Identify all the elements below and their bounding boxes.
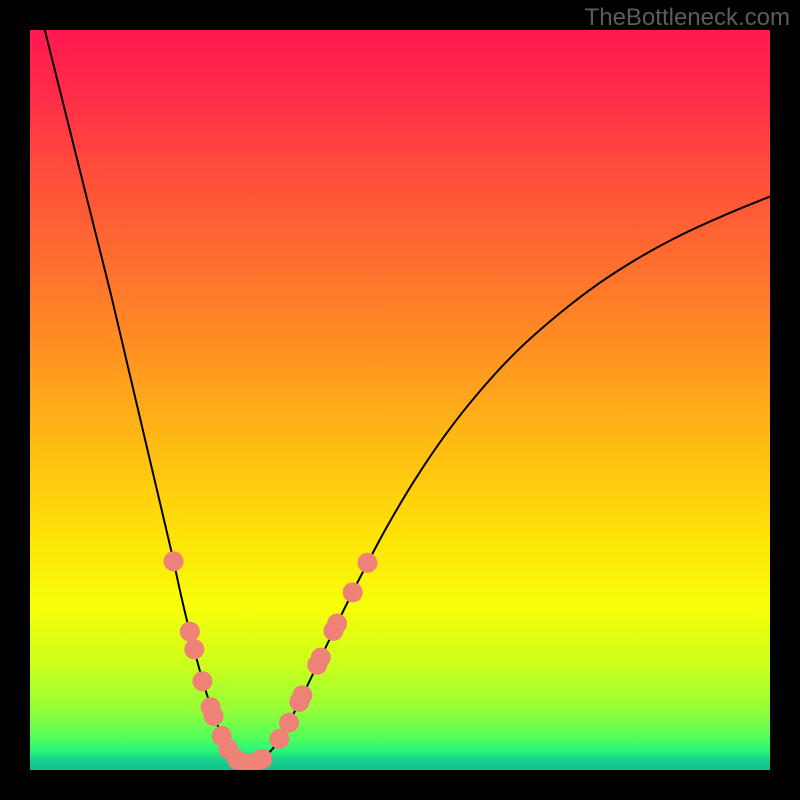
data-marker <box>311 648 331 668</box>
data-marker <box>343 582 363 602</box>
plot-background <box>30 30 770 770</box>
data-marker <box>279 713 299 733</box>
watermark-label: TheBottleneck.com <box>585 4 790 32</box>
data-marker <box>204 706 224 726</box>
data-marker <box>252 749 272 769</box>
data-marker <box>327 613 347 633</box>
data-marker <box>180 622 200 642</box>
data-marker <box>192 671 212 691</box>
data-marker <box>184 639 204 659</box>
data-marker <box>292 685 312 705</box>
chart-container: TheBottleneck.com <box>0 0 800 800</box>
bottleneck-chart <box>0 0 800 800</box>
data-marker <box>164 551 184 571</box>
data-marker <box>357 553 377 573</box>
